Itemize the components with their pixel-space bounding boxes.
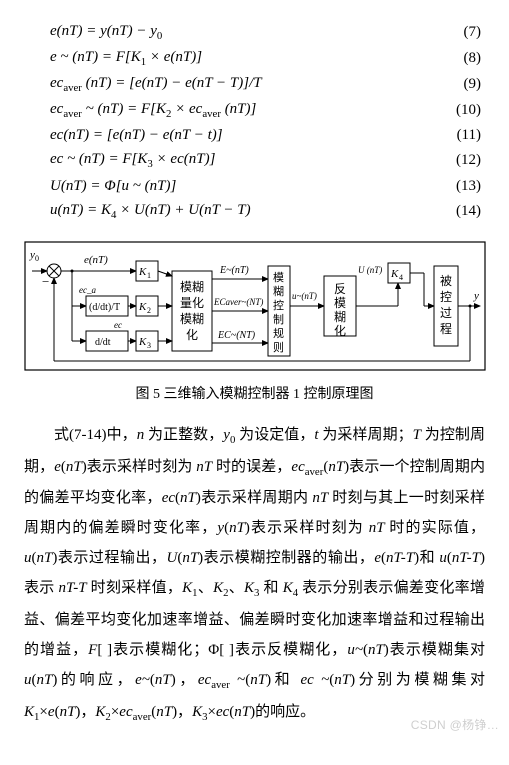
svg-text:2: 2: [147, 306, 151, 315]
equation-number: (9): [464, 74, 482, 95]
equation-row: e ~ (nT) = F[K1 × e(nT)] (8): [50, 47, 485, 70]
block-fuzz: 模糊: [180, 279, 204, 294]
svg-text:控: 控: [440, 290, 452, 304]
equation-body: U(nT) = Φ[u ~ (nT)]: [50, 176, 176, 197]
figure-5: y 0 − e(nT) K 1 (d/dt)/T ec_a K 2 d/dt e…: [24, 241, 485, 405]
svg-text:1: 1: [147, 271, 151, 280]
equation-body: ec ~ (nT) = F[K3 × ec(nT)]: [50, 149, 215, 172]
block-K3: K: [138, 336, 147, 348]
equation-row: ecaver ~ (nT) = F[K2 × ecaver (nT)] (10): [50, 99, 485, 122]
label-ec: ec: [114, 320, 122, 330]
svg-text:0: 0: [35, 254, 39, 263]
svg-text:−: −: [42, 274, 49, 289]
svg-text:化: 化: [334, 324, 346, 338]
svg-text:程: 程: [440, 321, 452, 336]
label-ECaver: ECaver~(NT): [213, 297, 263, 307]
svg-text:控: 控: [273, 298, 284, 312]
equation-body: ecaver ~ (nT) = F[K2 × ecaver (nT)]: [50, 99, 256, 122]
block-plant: 被: [440, 274, 452, 288]
equation-row: U(nT) = Φ[u ~ (nT)] (13): [50, 176, 485, 197]
label-e-nT: e(nT): [84, 254, 108, 266]
svg-text:制: 制: [273, 313, 284, 326]
block-ddt: d/dt: [95, 337, 111, 348]
label-ECnT: EC~(NT): [217, 330, 256, 341]
svg-text:量化: 量化: [180, 296, 204, 310]
svg-text:则: 则: [273, 341, 284, 354]
block-K1: K: [138, 266, 147, 278]
equation-list: e(nT) = y(nT) − y0 (7) e ~ (nT) = F[K1 × e…: [50, 21, 485, 223]
equation-row: ec ~ (nT) = F[K3 × ec(nT)] (12): [50, 149, 485, 172]
block-K2: K: [138, 301, 147, 313]
svg-text:模: 模: [334, 296, 346, 310]
block-ddT: (d/dt)/T: [89, 302, 120, 313]
equation-body: ecaver (nT) = [e(nT) − e(nT − T)]/T: [50, 73, 262, 96]
block-defuzz: 反: [334, 282, 346, 296]
label-y: y: [473, 290, 479, 302]
equation-body: e ~ (nT) = F[K1 × e(nT)]: [50, 47, 202, 70]
equation-row: ec(nT) = [e(nT) − e(nT − t)] (11): [50, 125, 485, 146]
block-K4: K: [390, 268, 399, 280]
svg-text:糊: 糊: [273, 284, 284, 298]
equation-number: (14): [456, 201, 481, 222]
figure-caption: 图 5 三维输入模糊控制器 1 控制原理图: [24, 385, 485, 405]
label-unT: u~(nT): [292, 291, 317, 301]
equation-row: ecaver (nT) = [e(nT) − e(nT − T)]/T (9): [50, 73, 485, 96]
svg-text:4: 4: [399, 273, 403, 282]
watermark: CSDN @杨铮…: [411, 717, 499, 734]
equation-row: e(nT) = y(nT) − y0 (7): [50, 21, 485, 44]
equation-body: e(nT) = y(nT) − y0: [50, 21, 162, 44]
svg-text:3: 3: [147, 341, 151, 350]
label-eca: ec_a: [79, 285, 96, 295]
svg-text:糊: 糊: [334, 309, 346, 324]
equation-number: (10): [456, 100, 481, 121]
block-rules: 模: [273, 271, 284, 284]
equation-number: (12): [456, 150, 481, 171]
svg-text:规: 规: [273, 326, 284, 340]
paragraph: 式(7-14)中，n 为正整数，y0 为设定值，t 为采样周期；T 为控制周期，…: [24, 420, 485, 728]
equation-body: ec(nT) = [e(nT) − e(nT − t)]: [50, 125, 223, 146]
equation-row: u(nT) = K4 × U(nT) + U(nT − T) (14): [50, 200, 485, 223]
svg-text:模糊: 模糊: [180, 311, 204, 326]
equation-body: u(nT) = K4 × U(nT) + U(nT − T): [50, 200, 251, 223]
equation-number: (13): [456, 176, 481, 197]
label-EnT: E~(nT): [219, 265, 249, 276]
equation-number: (8): [464, 48, 482, 69]
svg-text:过: 过: [440, 306, 452, 320]
label-UnT: U (nT): [358, 265, 382, 275]
equation-number: (7): [464, 22, 482, 43]
equation-number: (11): [457, 125, 481, 146]
svg-text:化: 化: [186, 328, 198, 342]
block-diagram: y 0 − e(nT) K 1 (d/dt)/T ec_a K 2 d/dt e…: [24, 241, 486, 371]
